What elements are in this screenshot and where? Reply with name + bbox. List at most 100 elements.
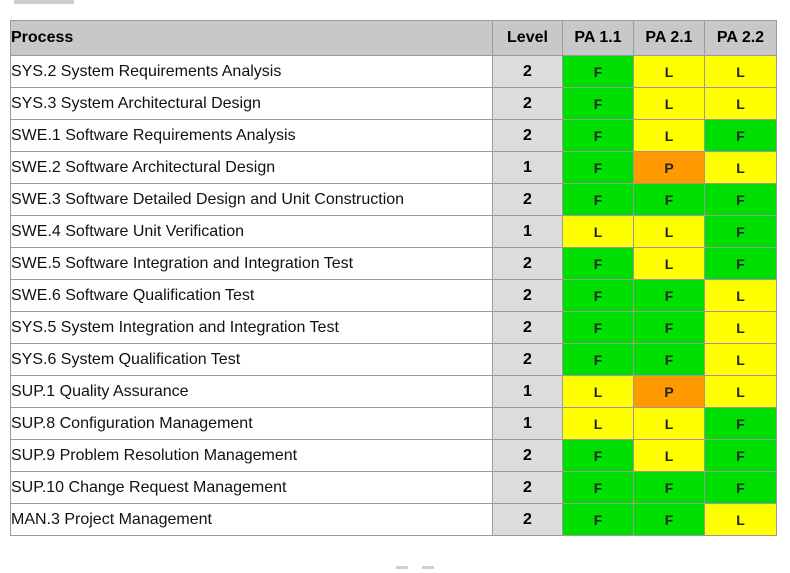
rating-cell-pa-2-1: F — [633, 279, 705, 312]
rating-cell-pa-1-1: F — [562, 343, 634, 376]
assessment-table-frame: Process Level PA 1.1 PA 2.1 PA 2.2 SYS.2… — [10, 20, 777, 565]
level-cell: 1 — [492, 215, 563, 248]
level-cell: 2 — [492, 439, 563, 472]
rating-cell-pa-2-2: L — [704, 151, 777, 184]
table-row: SWE.5 Software Integration and Integrati… — [10, 247, 777, 280]
level-cell: 2 — [492, 87, 563, 120]
table-row: SUP.8 Configuration Management 1 L L F — [10, 407, 777, 440]
rating-cell-pa-2-1: L — [633, 87, 705, 120]
header-process: Process — [10, 20, 493, 56]
process-name-cell: SUP.10 Change Request Management — [10, 471, 493, 504]
rating-cell-pa-1-1: F — [562, 439, 634, 472]
table-row: SWE.6 Software Qualification Test 2 F F L — [10, 279, 777, 312]
rating-cell-pa-2-2: L — [704, 503, 777, 536]
rating-cell-pa-2-2: L — [704, 55, 777, 88]
table-body: SYS.2 System Requirements Analysis 2 F L L SY… — [10, 55, 777, 536]
table-row: SYS.5 System Integration and Integration… — [10, 311, 777, 344]
rating-cell-pa-1-1: L — [562, 215, 634, 248]
process-name-cell: SWE.6 Software Qualification Test — [10, 279, 493, 312]
rating-cell-pa-2-2: L — [704, 311, 777, 344]
rating-cell-pa-2-1: F — [633, 471, 705, 504]
process-name-cell: SYS.6 System Qualification Test — [10, 343, 493, 376]
table-row: SWE.3 Software Detailed Design and Unit … — [10, 183, 777, 216]
level-cell: 1 — [492, 151, 563, 184]
table-row: SWE.2 Software Architectural Design 1 F P L — [10, 151, 777, 184]
process-name-cell: SWE.5 Software Integration and Integrati… — [10, 247, 493, 280]
level-cell: 2 — [492, 119, 563, 152]
rating-cell-pa-2-1: L — [633, 119, 705, 152]
rating-cell-pa-2-2: F — [704, 439, 777, 472]
assessment-results-table: Process Level PA 1.1 PA 2.1 PA 2.2 SYS.2… — [10, 20, 777, 536]
rating-cell-pa-2-1: P — [633, 151, 705, 184]
header-pa-2-2: PA 2.2 — [704, 20, 777, 56]
table-row: SUP.1 Quality Assurance 1 L P L — [10, 375, 777, 408]
rating-cell-pa-2-2: F — [704, 471, 777, 504]
rating-cell-pa-2-2: F — [704, 215, 777, 248]
rating-cell-pa-1-1: L — [562, 407, 634, 440]
table-row: SUP.10 Change Request Management 2 F F F — [10, 471, 777, 504]
level-cell: 2 — [492, 183, 563, 216]
level-cell: 2 — [492, 503, 563, 536]
rating-cell-pa-2-2: L — [704, 279, 777, 312]
level-cell: 2 — [492, 279, 563, 312]
rating-cell-pa-2-2: F — [704, 247, 777, 280]
table-header-row: Process Level PA 1.1 PA 2.1 PA 2.2 — [10, 20, 777, 56]
rating-cell-pa-2-1: L — [633, 215, 705, 248]
rating-cell-pa-2-1: L — [633, 439, 705, 472]
rating-cell-pa-2-1: L — [633, 55, 705, 88]
rating-cell-pa-1-1: F — [562, 311, 634, 344]
rating-cell-pa-1-1: F — [562, 503, 634, 536]
table-row: SYS.2 System Requirements Analysis 2 F L L — [10, 55, 777, 88]
process-name-cell: SUP.9 Problem Resolution Management — [10, 439, 493, 472]
rating-cell-pa-2-1: L — [633, 247, 705, 280]
process-name-cell: SWE.1 Software Requirements Analysis — [10, 119, 493, 152]
rating-cell-pa-1-1: F — [562, 119, 634, 152]
level-cell: 2 — [492, 311, 563, 344]
rating-cell-pa-2-2: F — [704, 407, 777, 440]
rating-cell-pa-1-1: F — [562, 151, 634, 184]
rating-cell-pa-1-1: L — [562, 375, 634, 408]
table-row: SUP.9 Problem Resolution Management 2 F L F — [10, 439, 777, 472]
table-row: SWE.1 Software Requirements Analysis 2 F L F — [10, 119, 777, 152]
rating-cell-pa-1-1: F — [562, 471, 634, 504]
process-name-cell: SWE.2 Software Architectural Design — [10, 151, 493, 184]
level-cell: 2 — [492, 55, 563, 88]
process-name-cell: MAN.3 Project Management — [10, 503, 493, 536]
process-name-cell: SUP.1 Quality Assurance — [10, 375, 493, 408]
rating-cell-pa-2-1: P — [633, 375, 705, 408]
rating-cell-pa-2-2: L — [704, 343, 777, 376]
rating-cell-pa-2-2: F — [704, 183, 777, 216]
process-name-cell: SWE.3 Software Detailed Design and Unit … — [10, 183, 493, 216]
table-row: SWE.4 Software Unit Verification 1 L L F — [10, 215, 777, 248]
rating-cell-pa-1-1: F — [562, 183, 634, 216]
bottom-edge-mark — [396, 566, 408, 569]
rating-cell-pa-2-1: F — [633, 311, 705, 344]
table-row: SYS.3 System Architectural Design 2 F L L — [10, 87, 777, 120]
table-row: MAN.3 Project Management 2 F F L — [10, 503, 777, 536]
bottom-edge-mark — [422, 566, 434, 569]
level-cell: 1 — [492, 375, 563, 408]
rating-cell-pa-1-1: F — [562, 55, 634, 88]
header-pa-2-1: PA 2.1 — [633, 20, 705, 56]
rating-cell-pa-2-1: F — [633, 503, 705, 536]
level-cell: 2 — [492, 247, 563, 280]
table-row: SYS.6 System Qualification Test 2 F F L — [10, 343, 777, 376]
process-name-cell: SYS.2 System Requirements Analysis — [10, 55, 493, 88]
rating-cell-pa-1-1: F — [562, 279, 634, 312]
rating-cell-pa-2-2: F — [704, 119, 777, 152]
level-cell: 2 — [492, 471, 563, 504]
header-pa-1-1: PA 1.1 — [562, 20, 634, 56]
rating-cell-pa-2-1: F — [633, 183, 705, 216]
process-name-cell: SYS.3 System Architectural Design — [10, 87, 493, 120]
level-cell: 2 — [492, 343, 563, 376]
process-name-cell: SWE.4 Software Unit Verification — [10, 215, 493, 248]
rating-cell-pa-2-2: L — [704, 375, 777, 408]
level-cell: 1 — [492, 407, 563, 440]
process-name-cell: SUP.8 Configuration Management — [10, 407, 493, 440]
rating-cell-pa-1-1: F — [562, 247, 634, 280]
process-name-cell: SYS.5 System Integration and Integration… — [10, 311, 493, 344]
rating-cell-pa-2-1: L — [633, 407, 705, 440]
rating-cell-pa-2-2: L — [704, 87, 777, 120]
header-level: Level — [492, 20, 563, 56]
rating-cell-pa-1-1: F — [562, 87, 634, 120]
